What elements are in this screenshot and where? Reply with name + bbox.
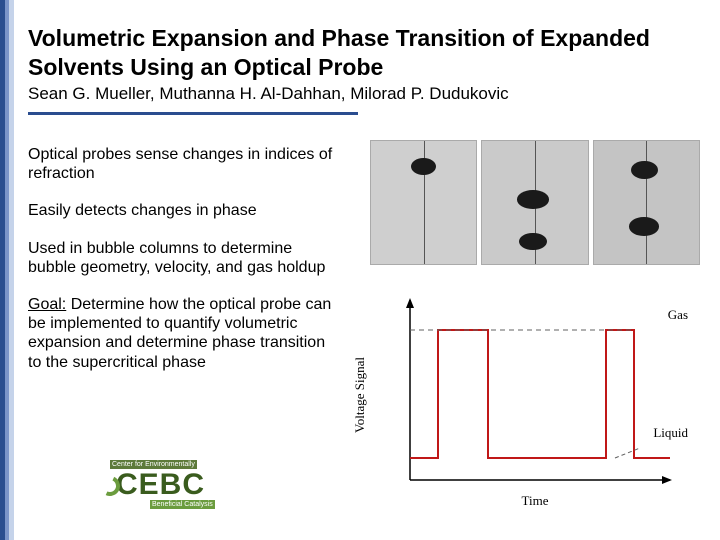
body-text: Optical probes sense changes in indices … [28, 145, 338, 390]
accent-stripes [0, 0, 14, 540]
bubble-panel [481, 140, 588, 265]
bubble-images [370, 140, 700, 265]
goal-label: Goal: [28, 296, 66, 313]
voltage-chart: Voltage Signal Time Gas Liquid [370, 285, 700, 505]
goal-text: Determine how the optical probe can be i… [28, 296, 331, 371]
bubble-panel [593, 140, 700, 265]
annotation-gas: Gas [668, 307, 688, 323]
logo-footer: Beneficial Catalysis [150, 500, 215, 509]
page-title: Volumetric Expansion and Phase Transitio… [28, 24, 700, 82]
cebc-logo: Center for Environmentally CEBC Benefici… [100, 460, 245, 520]
paragraph: Easily detects changes in phase [28, 201, 338, 220]
annotation-liquid: Liquid [653, 425, 688, 441]
x-axis-label: Time [522, 493, 549, 509]
title-block: Volumetric Expansion and Phase Transitio… [28, 24, 700, 104]
logo-text: CEBC [116, 468, 205, 501]
authors: Sean G. Mueller, Muthanna H. Al-Dahhan, … [28, 84, 700, 104]
logo-main: CEBC [100, 471, 245, 498]
title-underline [28, 112, 358, 115]
paragraph: Used in bubble columns to determine bubb… [28, 239, 338, 277]
stripe [9, 0, 14, 540]
bubble-panel [370, 140, 477, 265]
chart-svg [370, 285, 700, 505]
paragraph: Optical probes sense changes in indices … [28, 145, 338, 183]
goal-paragraph: Goal: Determine how the optical probe ca… [28, 295, 338, 372]
y-axis-label: Voltage Signal [352, 357, 368, 433]
